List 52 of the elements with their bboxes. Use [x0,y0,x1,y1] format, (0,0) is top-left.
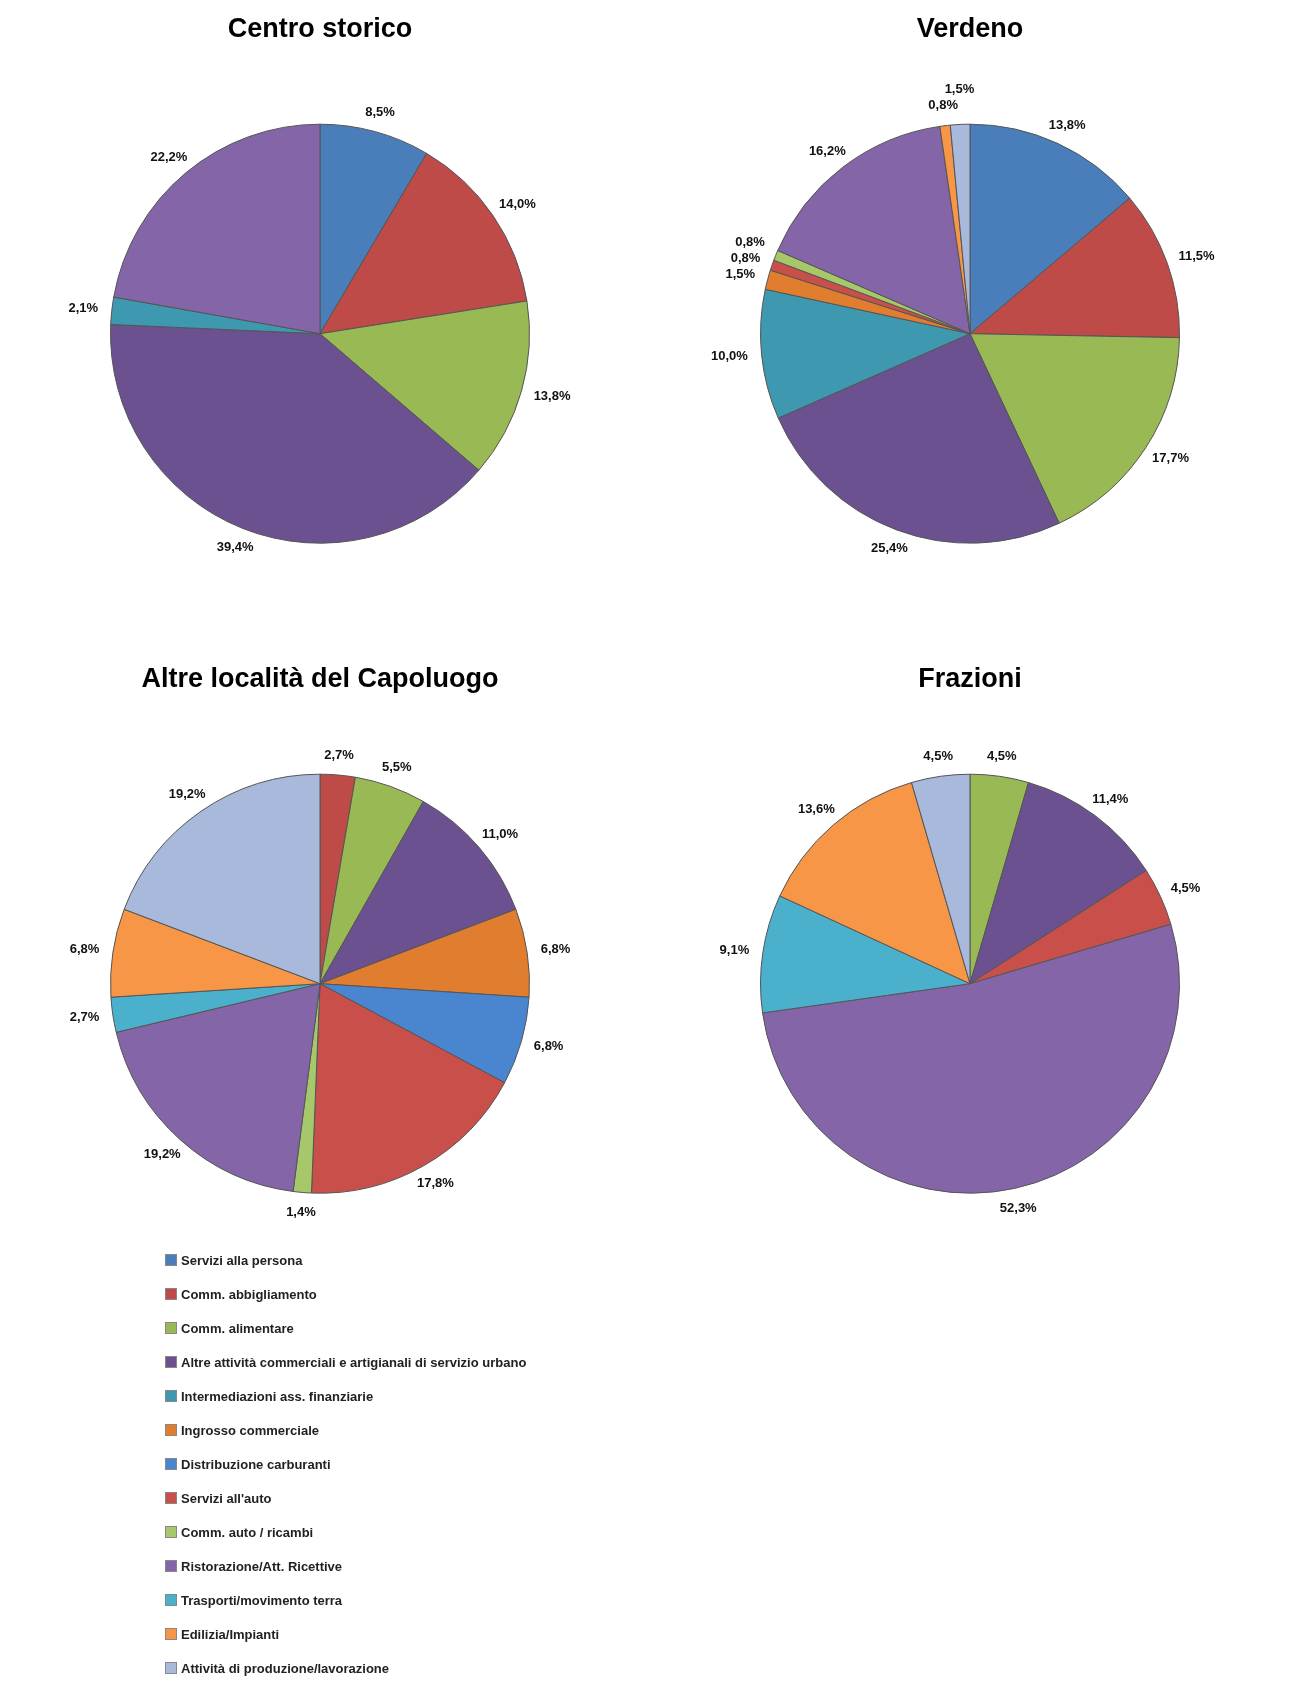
data-label: 22,2% [150,149,188,165]
data-label: 5,5% [381,759,413,775]
legend-label: Ingrosso commerciale [181,1422,319,1438]
data-label: 39,4% [216,538,255,554]
chart-title: Frazioni [918,662,1022,693]
data-label: 16,2% [808,143,847,159]
data-label: 13,8% [1048,117,1087,133]
data-label: 11,0% [481,825,519,841]
legend-label: Distribuzione carburanti [181,1456,331,1472]
data-label: 6,8% [540,941,571,957]
data-label: 0,8% [735,234,766,250]
data-label: 10,0% [710,348,749,364]
data-label: 0,8% [730,250,761,266]
data-label: 17,8% [416,1174,455,1190]
data-label: 9,1% [719,941,750,957]
data-label: 2,7% [69,1009,100,1025]
data-label: 25,4% [870,540,909,556]
legend-label: Servizi all'auto [181,1490,272,1506]
legend-label: Comm. abbigliamento [181,1286,317,1302]
data-label: 13,6% [797,801,836,817]
data-label: 1,5% [944,81,975,97]
data-label: 14,0% [499,196,537,212]
data-label: 0,8% [928,97,959,113]
chart-title: Altre località del Capoluogo [141,662,499,693]
data-label: 17,7% [1152,450,1190,466]
legend-label: Intermediazioni ass. finanziarie [181,1388,374,1404]
data-label: 13,8% [533,387,571,403]
data-label: 2,7% [324,746,355,762]
data-label: 4,5% [987,748,1018,764]
legend-label: Altre attività commerciali e artigianali di servizio urbano [181,1354,527,1370]
data-label: 11,5% [1178,248,1216,264]
legend-label: Edilizia/Impianti [181,1626,280,1642]
data-label: 19,2% [143,1145,182,1161]
legend-label: Trasporti/movimento terra [181,1592,343,1608]
data-label: 6,8% [69,941,100,957]
legend-label: Ristorazione/Att. Ricettive [181,1558,343,1574]
data-label: 19,2% [168,786,207,802]
data-label: 2,1% [68,300,99,316]
data-label: 4,5% [923,748,954,764]
legend-label: Attività di produzione/lavorazione [181,1660,390,1676]
data-label: 52,3% [999,1199,1038,1215]
legend-label: Servizi alla persona [181,1252,303,1268]
data-label: 1,4% [286,1203,317,1219]
data-label: 11,4% [1092,791,1129,807]
data-label: 8,5% [365,103,396,119]
chart-title: Centro storico [227,12,413,43]
legend-label: Comm. auto / ricambi [181,1524,314,1540]
data-label: 4,5% [1170,879,1201,895]
legend-label: Comm. alimentare [181,1320,294,1336]
data-label: 6,8% [533,1038,564,1054]
data-label: 1,5% [725,266,756,282]
chart-title: Verdeno [916,12,1024,43]
